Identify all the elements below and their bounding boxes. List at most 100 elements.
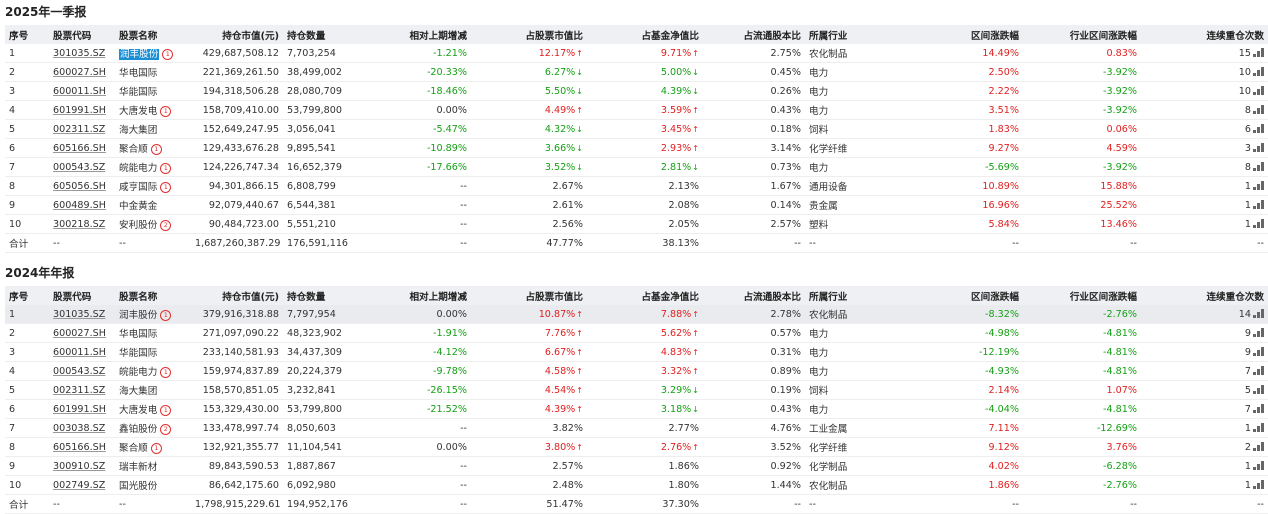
stock-name-link[interactable]: 华电国际 [119,68,158,79]
cell-stock-code[interactable]: 605166.SH [49,138,115,158]
cell-stock-name[interactable]: 安利股份 2 [115,214,191,234]
bar-chart-icon[interactable] [1253,180,1264,190]
table-row[interactable]: 7 000543.SZ 皖能电力 1 124,226,747.34 16,652,379 -… [5,157,1268,177]
table-row[interactable]: 2 600027.SH 华电国际 221,369,261.50 38,499,002 -2… [5,62,1268,82]
column-header-change-vs-prior[interactable]: 相对上期增减 [365,25,471,44]
cell-stock-code[interactable]: 002311.SZ [49,380,115,400]
column-header-change-vs-prior[interactable]: 相对上期增减 [365,286,471,305]
cell-stock-name[interactable]: 聚合顺 1 [115,437,191,457]
cell-stock-name[interactable]: 华电国际 [115,323,191,343]
stock-name-link[interactable]: 润丰股份 [119,49,160,60]
stock-code-link[interactable]: 002311.SZ [53,123,106,135]
column-header-pct-of-float-shares[interactable]: 占流通股本比 [703,286,805,305]
stock-code-link[interactable]: 000543.SZ [53,365,106,377]
cell-stock-name[interactable]: 咸亨国际 1 [115,176,191,196]
bar-chart-icon[interactable] [1253,460,1264,470]
bar-chart-icon[interactable] [1253,441,1264,451]
column-header-index[interactable]: 序号 [5,25,49,44]
cell-stock-code[interactable]: 600489.SH [49,195,115,215]
bar-chart-icon[interactable] [1253,384,1264,394]
stock-name-link[interactable]: 咸亨国际 [119,182,158,193]
table-row[interactable]: 1 301035.SZ 润丰股份 1 429,687,508.12 7,703,254 -1… [5,44,1268,63]
stock-name-link[interactable]: 润丰股份 [119,310,158,321]
cell-stock-name[interactable]: 润丰股份 1 [115,44,191,63]
stock-name-link[interactable]: 海大集团 [119,125,158,136]
cell-stock-name[interactable]: 华能国际 [115,342,191,362]
stock-code-link[interactable]: 600489.SH [53,199,106,211]
stock-code-link[interactable]: 605166.SH [53,142,106,154]
column-header-industry-return[interactable]: 行业区间涨跌幅 [1023,25,1141,44]
bar-chart-icon[interactable] [1253,142,1264,152]
stock-name-link[interactable]: 大唐发电 [119,106,158,117]
stock-name-link[interactable]: 华能国际 [119,87,158,98]
stock-code-link[interactable]: 002311.SZ [53,384,106,396]
stock-name-link[interactable]: 皖能电力 [119,163,158,174]
cell-stock-code[interactable]: 600011.SH [49,81,115,101]
stock-code-link[interactable]: 600027.SH [53,327,106,339]
column-header-period-return[interactable]: 区间涨跌幅 [905,286,1023,305]
stock-code-link[interactable]: 002749.SZ [53,479,106,491]
cell-stock-name[interactable]: 国光股份 [115,475,191,495]
cell-stock-code[interactable]: 000543.SZ [49,361,115,381]
cell-stock-name[interactable]: 大唐发电 1 [115,399,191,419]
bar-chart-icon[interactable] [1253,479,1264,489]
table-row[interactable]: 10 002749.SZ 国光股份 86,642,175.60 6,092,980 -- 2… [5,475,1268,495]
table-row[interactable]: 6 601991.SH 大唐发电 1 153,329,430.00 53,799,800 -… [5,399,1268,419]
stock-code-link[interactable]: 600027.SH [53,66,106,78]
bar-chart-icon[interactable] [1253,85,1264,95]
column-header-industry[interactable]: 所属行业 [805,286,905,305]
column-header-market-value[interactable]: 持仓市值(元) [191,286,283,305]
cell-stock-code[interactable]: 600027.SH [49,62,115,82]
table-row[interactable]: 7 003038.SZ 鑫铂股份 2 133,478,997.74 8,050,603 --… [5,418,1268,438]
cell-stock-name[interactable]: 华能国际 [115,81,191,101]
bar-chart-icon[interactable] [1253,123,1264,133]
cell-stock-code[interactable]: 300218.SZ [49,214,115,234]
column-header-quantity[interactable]: 持仓数量 [283,286,365,305]
cell-stock-code[interactable]: 002311.SZ [49,119,115,139]
column-header-stock-code[interactable]: 股票代码 [49,286,115,305]
bar-chart-icon[interactable] [1253,218,1264,228]
column-header-consecutive-holdings[interactable]: 连续重仓次数 [1141,25,1268,44]
table-row[interactable]: 2 600027.SH 华电国际 271,097,090.22 48,323,902 -1… [5,323,1268,343]
bar-chart-icon[interactable] [1253,47,1264,57]
stock-code-link[interactable]: 601991.SH [53,104,106,116]
cell-stock-code[interactable]: 300910.SZ [49,456,115,476]
table-row[interactable]: 5 002311.SZ 海大集团 158,570,851.05 3,232,841 -26… [5,380,1268,400]
bar-chart-icon[interactable] [1253,199,1264,209]
cell-stock-code[interactable]: 605056.SH [49,176,115,196]
cell-stock-code[interactable]: 600011.SH [49,342,115,362]
table-row[interactable]: 3 600011.SH 华能国际 233,140,581.93 34,437,309 -4… [5,342,1268,362]
column-header-consecutive-holdings[interactable]: 连续重仓次数 [1141,286,1268,305]
cell-stock-code[interactable]: 600027.SH [49,323,115,343]
stock-name-link[interactable]: 国光股份 [119,481,158,492]
column-header-pct-of-fund-nav[interactable]: 占基金净值比 [587,25,703,44]
stock-code-link[interactable]: 301035.SZ [53,308,106,320]
table-row[interactable]: 5 002311.SZ 海大集团 152,649,247.95 3,056,041 -5.… [5,119,1268,139]
stock-code-link[interactable]: 300218.SZ [53,218,106,230]
cell-stock-code[interactable]: 605166.SH [49,437,115,457]
table-row[interactable]: 4 601991.SH 大唐发电 1 158,709,410.00 53,799,800 0… [5,100,1268,120]
column-header-pct-of-stock-value[interactable]: 占股票市值比 [471,25,587,44]
stock-name-link[interactable]: 鑫铂股份 [119,424,158,435]
stock-name-link[interactable]: 安利股份 [119,220,158,231]
table-row[interactable]: 4 000543.SZ 皖能电力 1 159,974,837.89 20,224,379 -… [5,361,1268,381]
table-row[interactable]: 8 605056.SH 咸亨国际 1 94,301,866.15 6,808,799 -- 2… [5,176,1268,196]
column-header-stock-name[interactable]: 股票名称 [115,286,191,305]
stock-code-link[interactable]: 003038.SZ [53,422,106,434]
column-header-industry[interactable]: 所属行业 [805,25,905,44]
column-header-pct-of-stock-value[interactable]: 占股票市值比 [471,286,587,305]
stock-name-link[interactable]: 聚合顺 [119,144,148,155]
bar-chart-icon[interactable] [1253,104,1264,114]
cell-stock-code[interactable]: 002749.SZ [49,475,115,495]
bar-chart-icon[interactable] [1253,403,1264,413]
stock-code-link[interactable]: 000543.SZ [53,161,106,173]
stock-code-link[interactable]: 600011.SH [53,346,106,358]
table-row[interactable]: 10 300218.SZ 安利股份 2 90,484,723.00 5,551,210 --… [5,214,1268,234]
cell-stock-code[interactable]: 601991.SH [49,100,115,120]
table-row[interactable]: 8 605166.SH 聚合顺 1 132,921,355.77 11,104,541 0.… [5,437,1268,457]
table-row[interactable]: 3 600011.SH 华能国际 194,318,506.28 28,080,709 -1… [5,81,1268,101]
bar-chart-icon[interactable] [1253,66,1264,76]
stock-name-link[interactable]: 中金黄金 [119,201,158,212]
stock-name-link[interactable]: 华电国际 [119,329,158,340]
stock-code-link[interactable]: 600011.SH [53,85,106,97]
